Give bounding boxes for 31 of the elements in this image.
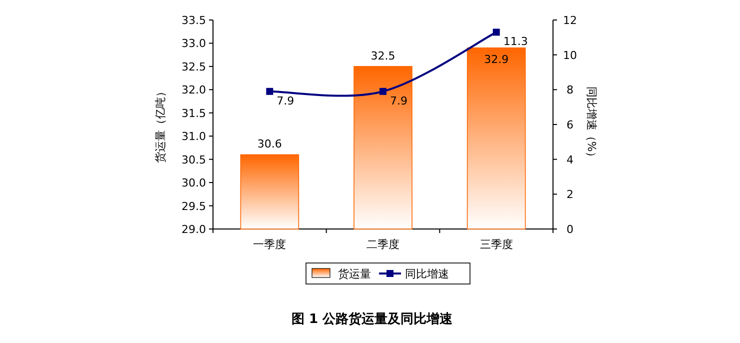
data-label: 11.3 bbox=[503, 35, 528, 48]
y-tick-label: 32.5 bbox=[182, 60, 206, 74]
legend-label: 货运量 bbox=[338, 268, 371, 280]
y2-tick-label: 6 bbox=[566, 118, 574, 132]
y-tick-label: 33.0 bbox=[182, 37, 206, 50]
data-label: 7.9 bbox=[390, 94, 408, 108]
y-tick-label: 29.5 bbox=[182, 200, 206, 213]
y2-tick-label: 12 bbox=[563, 14, 577, 27]
data-label: 7.9 bbox=[276, 94, 294, 108]
data-label: 32.5 bbox=[370, 49, 396, 62]
y2-tick-label: 4 bbox=[566, 153, 574, 166]
y-tick-label: 31.0 bbox=[182, 130, 206, 144]
y2-tick-label: 2 bbox=[566, 188, 574, 202]
data-label: 32.9 bbox=[484, 52, 509, 66]
y-axis-title: 货运量（亿吨） bbox=[154, 86, 167, 163]
text: 图 1 公路货运量及同比增速 bbox=[291, 311, 454, 327]
legend-label: 同比增速 bbox=[405, 268, 449, 280]
y-tick-label: 30.0 bbox=[182, 176, 206, 190]
y2-tick-label: 10 bbox=[563, 48, 577, 62]
y2-axis-title: 同比增速（%） bbox=[585, 86, 598, 163]
y-tick-label: 32.0 bbox=[182, 84, 206, 97]
y2-tick-label: 8 bbox=[566, 84, 574, 97]
x-tick-label: 一季度 bbox=[253, 238, 286, 251]
y-tick-label: 30.5 bbox=[182, 153, 206, 166]
y2-tick-label: 0 bbox=[566, 223, 574, 236]
y-tick-label: 29.0 bbox=[182, 223, 206, 236]
x-tick-label: 三季度 bbox=[480, 238, 513, 251]
data-label: 30.6 bbox=[257, 138, 282, 151]
y-tick-label: 31.5 bbox=[182, 106, 206, 120]
x-tick-label: 二季度 bbox=[366, 238, 400, 251]
y-tick-label: 33.5 bbox=[182, 14, 206, 27]
